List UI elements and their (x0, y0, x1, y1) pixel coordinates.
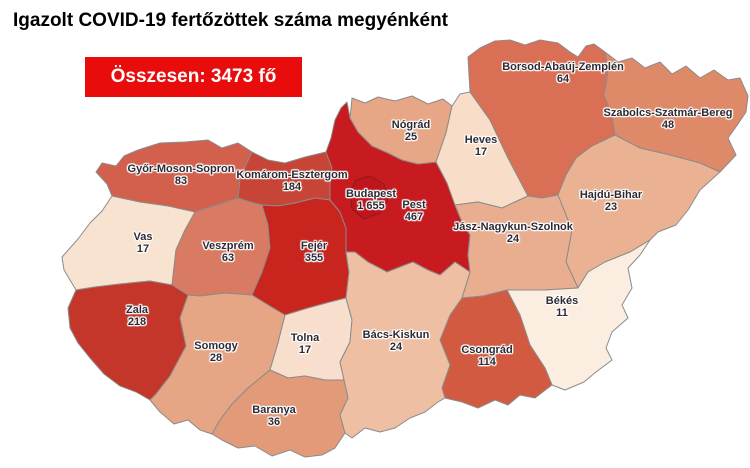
total-badge: Összesen: 3473 fő (85, 57, 302, 97)
total-badge-label: Összesen: 3473 fő (110, 66, 277, 87)
county-shape-baranya (211, 369, 349, 458)
county-shape-jasz-nagykun-szolnok (454, 194, 579, 299)
county-shape-bacs-kiskun (339, 251, 471, 439)
county-shape-budapest (349, 175, 389, 220)
page-title: Igazolt COVID-19 fertőzöttek száma megyé… (13, 10, 448, 31)
